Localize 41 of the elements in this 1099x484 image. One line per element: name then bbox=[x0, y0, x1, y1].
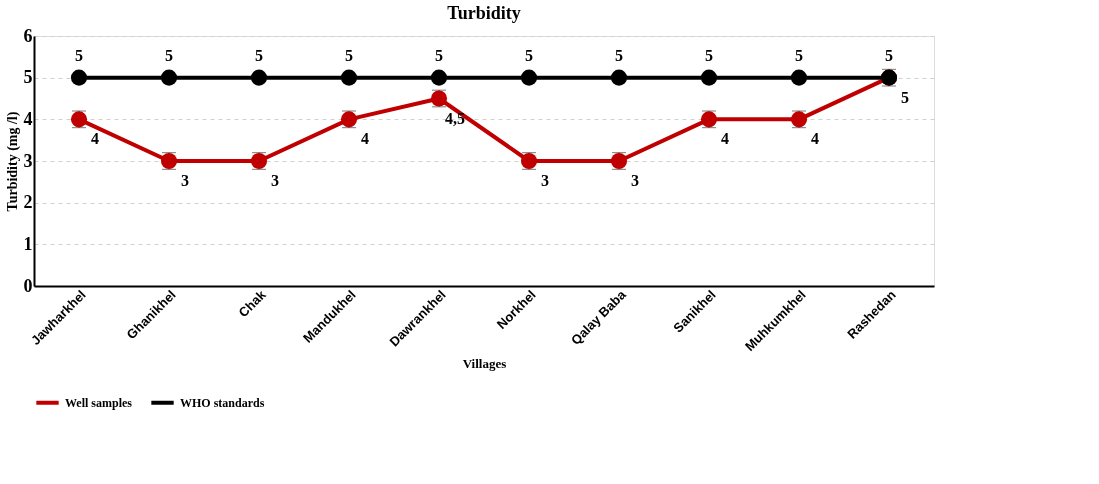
data-label: 5 bbox=[165, 46, 173, 64]
data-label: 5 bbox=[435, 46, 443, 64]
y-tick-label: 6 bbox=[23, 25, 33, 46]
point bbox=[250, 69, 268, 86]
data-label: 5 bbox=[525, 46, 533, 64]
point bbox=[70, 69, 88, 86]
data-label: 3 bbox=[181, 172, 189, 189]
y-tick-label: 2 bbox=[23, 192, 33, 213]
data-label: 3 bbox=[541, 172, 549, 189]
x-axis-title: Villages bbox=[462, 355, 507, 371]
point bbox=[700, 69, 718, 86]
y-tick-label: 5 bbox=[23, 67, 33, 88]
data-label: 5 bbox=[615, 46, 623, 64]
y-axis-title: Turbidity (mg /l) bbox=[4, 111, 21, 212]
data-label: 5 bbox=[75, 46, 83, 64]
data-label: 4 bbox=[811, 130, 819, 148]
y-tick-label: 3 bbox=[23, 150, 33, 171]
data-label: 5 bbox=[255, 46, 263, 64]
point bbox=[610, 69, 628, 86]
data-label: 4 bbox=[361, 130, 369, 148]
data-label: 4,5 bbox=[445, 109, 465, 127]
legend-label: Well samples bbox=[65, 395, 133, 410]
point bbox=[160, 69, 178, 86]
y-tick-label: 0 bbox=[23, 275, 33, 296]
data-label: 3 bbox=[271, 172, 279, 189]
data-label: 5 bbox=[901, 88, 909, 106]
y-tick-label: 4 bbox=[23, 108, 33, 129]
point bbox=[520, 69, 538, 86]
data-label: 5 bbox=[345, 46, 353, 64]
point bbox=[790, 69, 808, 86]
data-label: 5 bbox=[705, 46, 713, 64]
data-label: 4 bbox=[91, 130, 99, 148]
data-label: 5 bbox=[885, 46, 893, 64]
data-label: 4 bbox=[721, 130, 729, 148]
y-tick-label: 1 bbox=[23, 233, 33, 254]
legend-label: WHO standards bbox=[180, 395, 265, 410]
point bbox=[340, 69, 358, 86]
data-label: 3 bbox=[631, 172, 639, 189]
data-label: 5 bbox=[795, 46, 803, 64]
point bbox=[430, 69, 448, 86]
chart-title: Turbidity bbox=[447, 3, 521, 23]
